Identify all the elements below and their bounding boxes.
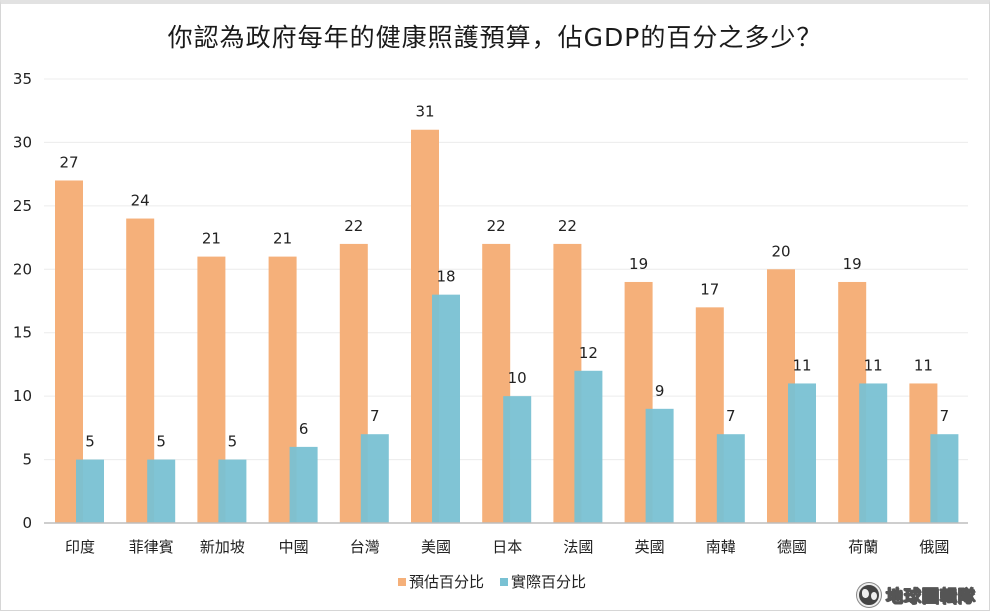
bar-actual <box>716 434 745 523</box>
bar-actual <box>574 370 603 523</box>
data-label-estimated: 27 <box>59 153 78 171</box>
data-label-estimated: 21 <box>273 230 292 248</box>
y-tick-label: 35 <box>13 70 32 88</box>
y-axis-ticks: 0 5 10 15 20 25 30 35 <box>13 70 32 532</box>
y-tick-label: 0 <box>22 514 32 532</box>
x-category-label: 菲律賓 <box>129 538 174 556</box>
x-category-label: 印度 <box>65 538 95 556</box>
bar-actual <box>432 294 460 523</box>
y-tick-label: 10 <box>13 387 32 405</box>
data-labels: 27 5 24 5 21 5 21 6 22 7 31 18 22 10 22 12 19 9 17 7 20 11 19 1… <box>59 103 949 451</box>
x-category-label: 英國 <box>635 538 665 556</box>
data-label-actual: 7 <box>726 407 736 425</box>
bars <box>55 129 959 524</box>
x-category-label: 新加坡 <box>200 538 245 556</box>
data-label-estimated: 22 <box>487 217 506 235</box>
chart-title: 你認為政府每年的健康照護預算，佔GDP的百分之多少？ <box>167 23 823 52</box>
bar-actual <box>859 383 888 523</box>
data-label-actual: 7 <box>940 407 950 425</box>
data-label-estimated: 17 <box>700 280 719 298</box>
bar-actual <box>645 408 674 523</box>
bar-actual <box>503 396 532 523</box>
data-label-actual: 5 <box>156 433 166 451</box>
data-label-actual: 9 <box>655 382 665 400</box>
x-category-label: 荷蘭 <box>848 538 878 556</box>
x-axis-labels: 印度 菲律賓 新加坡 中國 台灣 美國 日本 法國 英國 南韓 德國 荷蘭 俄國 <box>65 538 949 556</box>
bar-actual <box>76 459 104 523</box>
legend-swatch-actual <box>500 577 509 586</box>
x-category-label: 俄國 <box>919 538 949 556</box>
x-category-label: 法國 <box>563 538 593 556</box>
data-label-estimated: 22 <box>558 217 577 235</box>
legend-swatch-estimated <box>398 577 406 586</box>
data-label-actual: 6 <box>299 420 309 438</box>
data-label-estimated: 19 <box>843 255 862 273</box>
y-tick-label: 25 <box>13 197 32 215</box>
x-category-label: 南韓 <box>706 538 736 556</box>
data-label-estimated: 24 <box>131 192 150 210</box>
data-label-estimated: 22 <box>344 217 363 235</box>
brand-text: 地球圖輯隊 <box>886 587 976 608</box>
bar-actual <box>360 434 389 523</box>
data-label-actual: 5 <box>228 433 238 451</box>
legend-item-actual: 實際百分比 <box>500 571 586 592</box>
data-label-estimated: 11 <box>914 356 933 374</box>
legend-item-estimated: 預估百分比 <box>398 571 484 592</box>
legend: 預估百分比 實際百分比 <box>398 571 586 592</box>
brand-watermark: 地球圖輯隊 <box>857 582 976 608</box>
data-label-actual: 7 <box>370 407 380 425</box>
globe-icon <box>857 582 881 607</box>
data-label-estimated: 31 <box>415 103 434 121</box>
y-tick-label: 30 <box>13 133 32 151</box>
y-tick-label: 15 <box>13 324 32 342</box>
bar-actual <box>147 459 176 523</box>
x-category-label: 德國 <box>777 538 807 556</box>
x-category-label: 中國 <box>279 538 309 556</box>
data-label-estimated: 21 <box>202 230 221 248</box>
legend-label-estimated: 預估百分比 <box>409 573 485 591</box>
y-tick-label: 5 <box>22 451 32 469</box>
data-label-actual: 11 <box>864 356 883 374</box>
x-category-label: 台灣 <box>350 538 380 556</box>
bar-actual <box>788 383 816 523</box>
data-label-actual: 11 <box>792 356 811 374</box>
bar-actual <box>218 459 247 523</box>
data-label-actual: 10 <box>508 369 527 387</box>
data-label-estimated: 20 <box>771 242 790 260</box>
data-label-actual: 18 <box>436 268 455 286</box>
data-label-actual: 5 <box>85 433 95 451</box>
data-label-estimated: 19 <box>629 255 648 273</box>
bar-actual <box>930 434 959 523</box>
x-category-label: 美國 <box>421 538 451 556</box>
x-category-label: 日本 <box>492 538 522 556</box>
data-label-actual: 12 <box>579 344 598 362</box>
y-tick-label: 20 <box>13 260 32 278</box>
legend-label-actual: 實際百分比 <box>511 573 587 591</box>
bar-actual <box>289 446 318 523</box>
